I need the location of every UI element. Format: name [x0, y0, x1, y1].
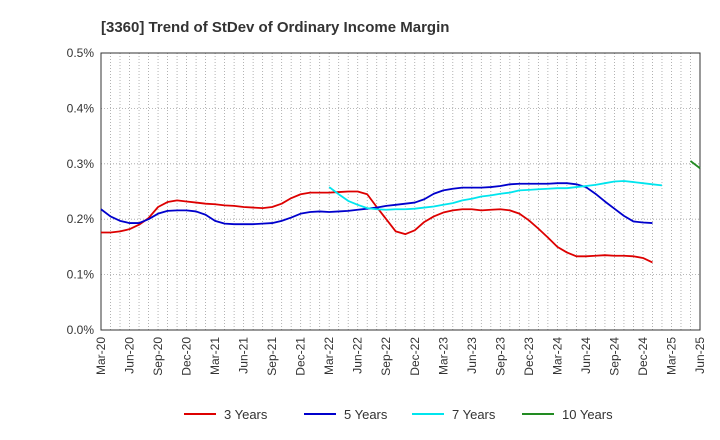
x-tick-label: Dec-20	[180, 337, 194, 376]
x-tick-label: Jun-22	[351, 337, 365, 374]
vertical-gridlines	[110, 53, 691, 330]
horizontal-gridlines	[101, 108, 700, 276]
x-tick-label: Jun-24	[579, 337, 593, 374]
series-line-7-years	[328, 180, 663, 211]
x-tick-label: Dec-21	[294, 337, 308, 376]
x-tick-label: Sep-21	[265, 337, 279, 376]
legend: 3 Years 5 Years 7 Years 10 Years	[184, 407, 613, 422]
legend-label: 10 Years	[562, 407, 613, 422]
series-line-10-years	[689, 160, 701, 169]
x-tick-label: Jun-25	[693, 337, 707, 374]
y-tick-label: 0.3%	[67, 157, 95, 171]
x-tick-label: Jun-21	[237, 337, 251, 374]
x-tick-label: Dec-23	[522, 337, 536, 376]
series-lines	[100, 160, 701, 264]
x-tick-label: Mar-25	[664, 337, 678, 375]
plot-area	[101, 53, 700, 330]
x-tick-label: Jun-20	[123, 337, 137, 374]
x-tick-label: Mar-21	[208, 337, 222, 375]
x-tick-label: Jun-23	[465, 337, 479, 374]
x-tick-label: Dec-22	[408, 337, 422, 376]
chart-title: [3360] Trend of StDev of Ordinary Income…	[101, 19, 449, 36]
y-tick-label: 0.4%	[67, 101, 95, 115]
y-axis-ticks: 0.0% 0.1% 0.2% 0.3% 0.4% 0.5%	[67, 46, 95, 337]
x-tick-label: Sep-22	[379, 337, 393, 376]
y-tick-label: 0.1%	[67, 268, 95, 282]
x-tick-label: Mar-24	[550, 337, 564, 375]
y-tick-label: 0.2%	[67, 212, 95, 226]
x-tick-label: Mar-23	[436, 337, 450, 375]
legend-label: 3 Years	[224, 407, 268, 422]
x-axis-ticks: Mar-20 Jun-20 Sep-20 Dec-20 Mar-21 Jun-21 Sep-…	[94, 337, 707, 376]
series-line-5-years	[100, 182, 653, 226]
x-tick-label: Dec-24	[636, 337, 650, 376]
x-tick-label: Sep-23	[493, 337, 507, 376]
x-tick-label: Sep-20	[151, 337, 165, 376]
plot-border	[100, 52, 701, 331]
y-tick-label: 0.5%	[67, 46, 95, 60]
x-tick-label: Mar-20	[94, 337, 108, 375]
x-tick-label: Mar-22	[322, 337, 336, 375]
x-tick-label: Sep-24	[607, 337, 621, 376]
y-tick-label: 0.0%	[67, 323, 95, 337]
legend-label: 7 Years	[452, 407, 496, 422]
legend-label: 5 Years	[344, 407, 388, 422]
